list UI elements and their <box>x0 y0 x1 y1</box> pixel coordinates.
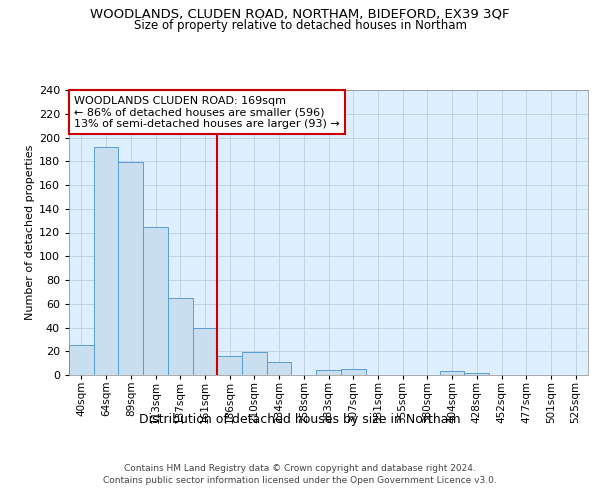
Bar <box>316 370 341 375</box>
Bar <box>193 328 217 375</box>
Bar <box>341 369 365 375</box>
Bar <box>118 162 143 375</box>
Bar <box>242 352 267 375</box>
Text: Size of property relative to detached houses in Northam: Size of property relative to detached ho… <box>133 19 467 32</box>
Text: Contains HM Land Registry data © Crown copyright and database right 2024.: Contains HM Land Registry data © Crown c… <box>124 464 476 473</box>
Bar <box>143 226 168 375</box>
Bar <box>217 356 242 375</box>
Text: WOODLANDS CLUDEN ROAD: 169sqm
← 86% of detached houses are smaller (596)
13% of : WOODLANDS CLUDEN ROAD: 169sqm ← 86% of d… <box>74 96 340 129</box>
Bar <box>267 362 292 375</box>
Bar <box>168 298 193 375</box>
Bar <box>69 346 94 375</box>
Y-axis label: Number of detached properties: Number of detached properties <box>25 145 35 320</box>
Text: Contains public sector information licensed under the Open Government Licence v3: Contains public sector information licen… <box>103 476 497 485</box>
Text: Distribution of detached houses by size in Northam: Distribution of detached houses by size … <box>139 412 461 426</box>
Bar <box>440 372 464 375</box>
Text: WOODLANDS, CLUDEN ROAD, NORTHAM, BIDEFORD, EX39 3QF: WOODLANDS, CLUDEN ROAD, NORTHAM, BIDEFOR… <box>90 8 510 20</box>
Bar <box>94 147 118 375</box>
Bar <box>464 372 489 375</box>
